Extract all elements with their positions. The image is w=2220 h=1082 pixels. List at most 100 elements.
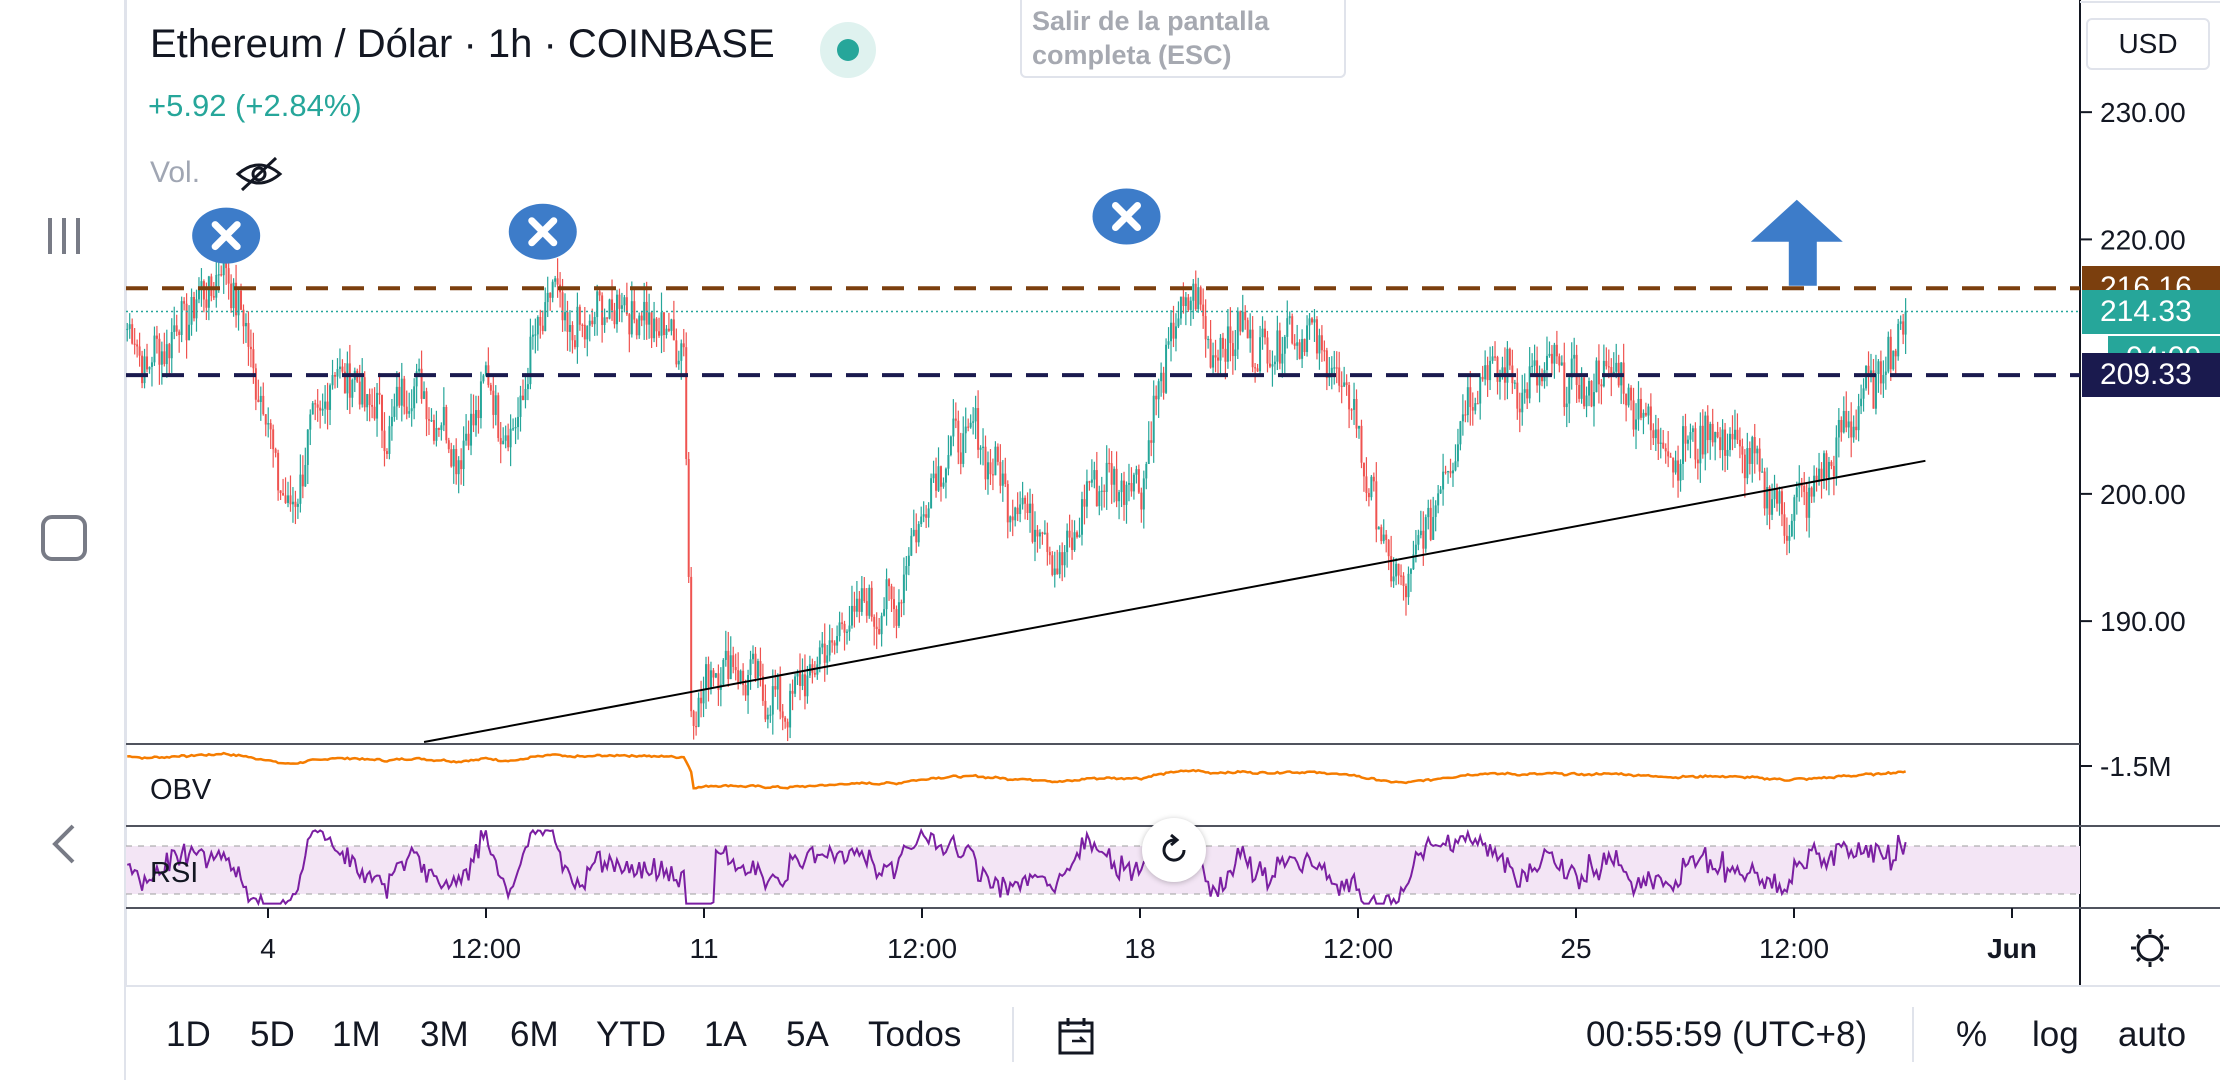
eye-off-icon[interactable] [234,154,284,194]
reset-icon[interactable] [1142,818,1206,882]
candle-body [1340,385,1343,387]
candle [935,457,938,498]
candle [1313,308,1316,342]
candle-body [361,377,364,405]
candle-body [1751,437,1754,464]
candle [1085,469,1088,519]
candle-body [1568,377,1571,404]
candle-body [1221,337,1224,349]
candle-body [1790,520,1793,537]
candle [1592,373,1595,427]
auto-scale-button[interactable]: auto [2118,1015,2187,1054]
calendar-goto-icon[interactable] [1054,987,1098,1082]
percent-scale-button[interactable]: % [1956,1015,1988,1054]
price-tick-label: 190.00 [2100,606,2186,637]
range-button-5d[interactable]: 5D [250,1015,295,1054]
toolbar-clock[interactable]: 00:55:59 (UTC+8) [1586,1015,1868,1054]
candle-body [603,317,606,325]
candle-body [321,408,324,411]
candle-body [1803,485,1806,492]
candle-body [665,328,668,336]
candle [529,318,532,390]
candle [1343,366,1346,388]
candle-body [1439,489,1442,494]
candle [927,502,930,528]
candle [1098,485,1101,516]
candle-body [514,427,517,429]
candle-body [1486,365,1489,381]
range-button-3m[interactable]: 3M [420,1015,469,1054]
candle-body [1108,462,1111,465]
candle-body [279,490,282,494]
candle [1048,546,1051,565]
range-button-1d[interactable]: 1D [166,1015,211,1054]
candle-body [477,410,480,419]
candle [630,281,633,338]
range-button-6m[interactable]: 6M [510,1015,559,1054]
log-scale-button[interactable]: log [2032,1015,2079,1054]
candle-body [662,312,665,336]
candle [440,422,443,441]
candle [957,410,960,465]
menu-lines-icon[interactable] [28,200,100,272]
candle-body [1318,335,1321,354]
candle [450,442,453,468]
candle-body [1830,461,1833,466]
range-button-todos[interactable]: Todos [868,1015,962,1054]
candle-body [1076,532,1079,538]
range-button-1m[interactable]: 1M [332,1015,381,1054]
candle-body [1281,353,1284,364]
range-button-1a[interactable]: 1A [704,1015,747,1054]
candle-body [1563,362,1566,408]
candle [959,432,962,475]
candle [937,447,940,492]
candle [524,373,527,409]
currency-button[interactable]: USD [2086,18,2210,70]
square-icon[interactable] [28,502,100,574]
candle [1407,566,1410,605]
candle-body [450,449,453,467]
symbol-title[interactable]: Ethereum / Dólar · 1h · COINBASE [150,22,775,66]
candle-body [410,408,413,412]
candle-body [1682,426,1685,464]
candle [692,709,695,740]
candle [1234,330,1237,371]
candle-body [526,384,529,390]
candle-body [1011,516,1014,521]
candle [1513,379,1516,390]
candle-body [153,335,156,363]
candle-body [1083,499,1086,507]
candle [1382,519,1385,544]
candle [1644,402,1647,417]
candle-body [1773,489,1776,500]
candle-body [1835,437,1838,477]
candle-body [838,622,841,637]
candle [672,300,675,341]
range-button-ytd[interactable]: YTD [596,1015,666,1054]
candle [984,435,987,490]
range-button-5a[interactable]: 5A [786,1015,829,1054]
chevron-left-icon[interactable] [28,808,100,880]
candle [766,707,769,729]
candle-body [195,299,198,319]
candle [316,389,319,422]
candle-body [655,318,658,332]
candle-body [994,446,997,476]
candle-body [1219,337,1222,361]
candle-body [1167,341,1170,345]
candle [640,311,643,327]
gear-icon[interactable] [2131,929,2169,967]
candle-body [1145,463,1148,479]
candle-body [1395,563,1398,577]
candle [341,359,344,374]
candle-body [1127,482,1130,485]
exit-fullscreen-tooltip[interactable]: Salir de la pantalla completa (ESC) [1020,0,1346,78]
trendline [423,459,1926,743]
candle-body [220,274,223,276]
candle-body [707,664,710,688]
candle-body [1481,376,1484,380]
candle [1857,393,1860,442]
candle [457,456,460,494]
candle-body [277,452,280,491]
